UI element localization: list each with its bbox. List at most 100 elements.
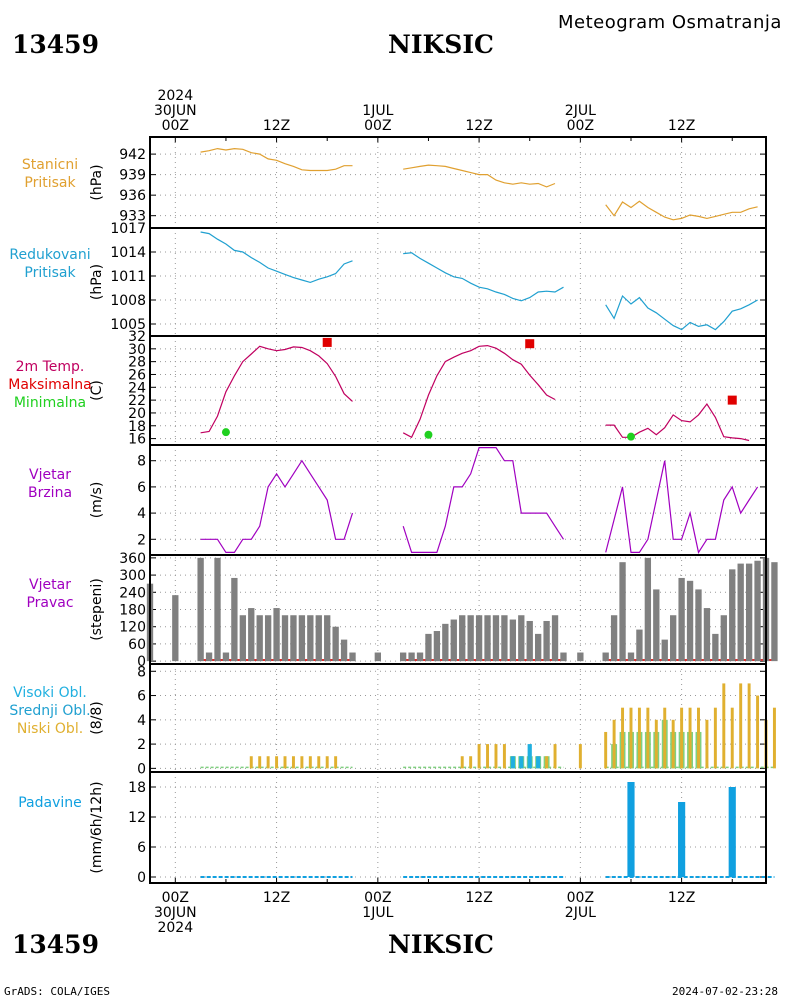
panel-label-clouds: Visoki Obl. xyxy=(13,685,87,701)
panel-clouds: 0 2 4 6 8 (8/8) xyxy=(89,663,776,777)
series-line-reduced_pressure xyxy=(200,231,353,284)
wind-dir-bar xyxy=(214,557,221,662)
wind-dir-bar xyxy=(307,615,314,662)
tmax-marker xyxy=(525,339,535,349)
wind-dir-bar xyxy=(425,633,432,662)
y-axis-label: (hPa) xyxy=(89,264,105,300)
time-label-bottom: 00Z xyxy=(567,890,594,906)
wind-dir-bar xyxy=(349,652,356,662)
wind-dir-bar xyxy=(205,652,213,662)
y-tick-label: 20 xyxy=(128,406,146,422)
time-label-bottom: 00Z xyxy=(364,890,391,906)
wind-dir-bar xyxy=(248,608,255,662)
y-tick-label: 6 xyxy=(137,480,146,496)
wind-dir-bar xyxy=(231,577,238,662)
time-label-top: 12Z xyxy=(668,118,695,134)
panel-reduced_pressure: 1005 1008 1011 1014 1017 (hPa) xyxy=(89,221,767,337)
y-axis-label: (m/s) xyxy=(89,482,105,519)
cloud-bar xyxy=(510,756,515,769)
time-label-bottom: 1JUL xyxy=(362,905,393,921)
panel-precip: 0 6 12 18 (mm/6h/12h) xyxy=(89,771,775,886)
wind-dir-bar xyxy=(737,563,744,662)
time-label-top: 00Z xyxy=(364,118,391,134)
wind-dir-bar xyxy=(754,560,761,662)
panel-label-temperature: Minimalna xyxy=(14,395,86,411)
wind-dir-bar xyxy=(450,619,457,662)
time-label-bottom: 2JUL xyxy=(565,905,596,921)
wind-dir-bar xyxy=(560,652,567,662)
wind-dir-bar xyxy=(273,608,280,662)
wind-dir-bar xyxy=(264,615,272,662)
y-tick-label: 16 xyxy=(128,432,146,448)
y-tick-label: 942 xyxy=(119,147,146,163)
wind-dir-bar xyxy=(661,639,668,662)
wind-dir-bar xyxy=(315,615,322,662)
cloud-bar xyxy=(578,744,582,769)
wind-dir-bar xyxy=(610,615,618,662)
wind-dir-bar xyxy=(577,652,584,662)
cloud-bar xyxy=(553,744,557,769)
cloud-bar xyxy=(545,756,549,769)
tmin-marker xyxy=(626,432,635,441)
time-label-bottom: 00Z xyxy=(162,890,189,906)
wind-dir-bar xyxy=(686,580,694,662)
y-tick-label: 28 xyxy=(128,355,146,371)
cloud-bar xyxy=(730,707,734,769)
cloud-bar xyxy=(705,719,709,769)
precip-bar xyxy=(678,802,686,877)
time-label-top: 2024 xyxy=(157,88,193,104)
y-tick-label: 0 xyxy=(137,870,146,886)
series-line-station_pressure xyxy=(403,164,556,188)
wind-dir-bar xyxy=(729,569,736,662)
header-station-name: NIKSIC xyxy=(388,30,494,59)
panel-wind_speed: 2 4 6 8 (m/s) xyxy=(89,444,767,556)
wind-dir-bar xyxy=(678,577,685,662)
panel-frame xyxy=(149,771,767,884)
y-tick-label: 22 xyxy=(128,393,146,409)
cloud-bar xyxy=(317,756,321,769)
wind-dir-bar xyxy=(324,615,331,662)
series-line-wind_speed xyxy=(402,447,565,554)
cloud-bar xyxy=(671,719,675,769)
y-axis-label: (C) xyxy=(89,380,105,401)
y-tick-label: 60 xyxy=(128,637,146,653)
y-tick-label: 180 xyxy=(119,603,146,619)
series-line-wind_speed xyxy=(200,459,354,554)
wind-dir-bar xyxy=(695,589,702,662)
y-axis-label: (hPa) xyxy=(89,164,105,200)
y-tick-label: 1005 xyxy=(110,317,146,333)
header-station-id: 13459 xyxy=(12,30,99,59)
time-label-top: 00Z xyxy=(162,118,189,134)
series-line-temperature xyxy=(605,402,750,442)
wind-dir-bar xyxy=(459,615,466,662)
y-tick-label: 240 xyxy=(119,585,146,601)
y-tick-label: 18 xyxy=(128,419,146,435)
wind-dir-bar xyxy=(501,615,508,662)
panel-label-reduced_pressure: Redukovani xyxy=(9,247,90,263)
y-tick-label: 1011 xyxy=(110,269,146,285)
cloud-bar xyxy=(680,707,684,769)
wind-dir-bar xyxy=(340,639,348,662)
wind-dir-bar xyxy=(256,615,263,662)
cloud-bar xyxy=(325,756,329,769)
wind-dir-bar xyxy=(290,615,297,662)
panel-label-clouds: Niski Obl. xyxy=(17,721,83,737)
y-axis-label: (stepeni) xyxy=(89,578,105,641)
series-line-station_pressure xyxy=(605,200,758,221)
cloud-bar xyxy=(494,744,498,769)
wind-dir-bar xyxy=(543,620,550,662)
y-tick-label: 1014 xyxy=(110,245,146,261)
wind-dir-bar xyxy=(518,615,525,662)
y-tick-label: 12 xyxy=(128,810,146,826)
cloud-bar xyxy=(502,744,506,769)
y-tick-label: 939 xyxy=(119,168,146,184)
y-tick-label: 18 xyxy=(128,780,146,796)
time-label-top: 2JUL xyxy=(565,103,596,119)
panel-label-temperature: Maksimalna xyxy=(8,377,92,393)
y-tick-label: 2 xyxy=(137,532,146,548)
y-tick-label: 32 xyxy=(128,329,146,345)
time-label-bottom: 2024 xyxy=(157,920,193,936)
